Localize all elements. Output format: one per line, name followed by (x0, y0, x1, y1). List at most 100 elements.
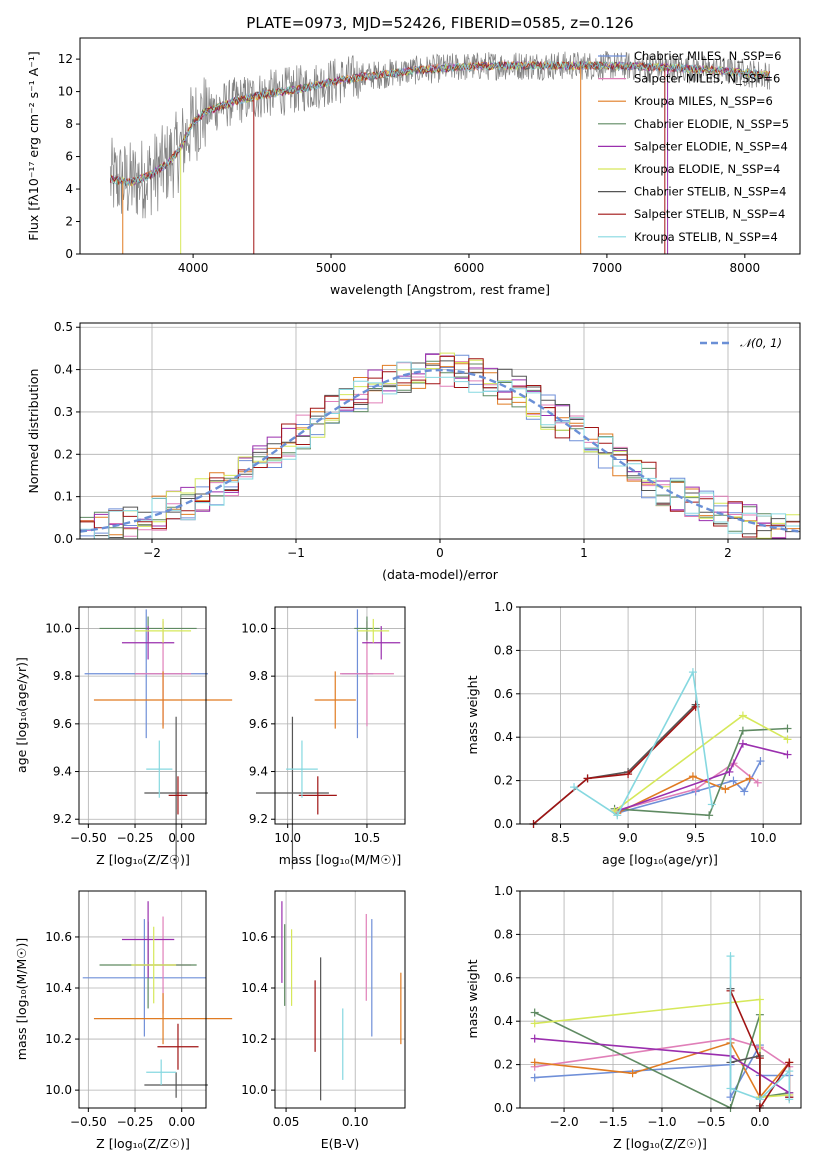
errorbar-cross (157, 1023, 199, 1070)
spectrum-title: PLATE=0973, MJD=52426, FIBERID=0585, z=0… (246, 14, 633, 32)
age-vs-z-panel: −0.50 −0.25 0.00 9.2 9.4 9.6 9.8 10.0 Z [log₁₀(… (14, 606, 233, 870)
y-tick-label: 9.4 (249, 765, 268, 779)
mass-vs-ebv-panel: 0.05 0.10 10.0 10.2 10.4 10.6 E(B-V) (241, 890, 406, 1151)
y-tick-label: 0.1 (54, 490, 73, 504)
y-tick-label: 10.0 (45, 1083, 72, 1097)
x-tick-label: 9.0 (619, 831, 638, 845)
age-vs-mass-frame (274, 606, 406, 825)
y-tick-label: 12 (58, 52, 73, 66)
mass-vs-ebv-x-label: E(B-V) (321, 1136, 360, 1151)
x-tick-label: 2 (724, 546, 732, 560)
errorbar-cross (168, 776, 188, 815)
series-point-marker (628, 1069, 637, 1078)
y-tick-label: 0.3 (54, 405, 73, 419)
series-point-marker (705, 811, 714, 820)
y-tick-label: 9.2 (249, 812, 268, 826)
mass-vs-z-x-label: Z [log₁₀(Z/Z☉)] (96, 1136, 190, 1151)
y-tick-label: 10.6 (241, 930, 268, 944)
series-point-marker (729, 776, 738, 785)
y-tick-label: 9.6 (53, 717, 72, 731)
age-vs-z-x-label: Z [log₁₀(Z/Z☉)] (96, 852, 190, 867)
series-point-marker (783, 750, 792, 759)
mass-vs-ebv-frame (274, 890, 406, 1109)
x-tick-label: 0.00 (168, 831, 195, 845)
residual-y-label: Normed distribution (26, 369, 41, 494)
mass-vs-z-frame (78, 890, 207, 1109)
y-tick-label: 0.5 (54, 320, 73, 334)
x-tick-label: −1.5 (598, 1115, 627, 1129)
series-point-marker (756, 757, 765, 766)
y-tick-label: 0.4 (494, 1014, 513, 1028)
errorbar-cross (144, 1072, 208, 1098)
normal-legend-label: 𝒩(0, 1) (740, 336, 782, 350)
residual-histogram-series (80, 361, 800, 540)
series-point-marker (530, 1034, 539, 1043)
errorbar-cross (135, 618, 192, 643)
legend-label: Salpeter STELIB, N_SSP=4 (634, 207, 785, 221)
x-tick-label: −2.0 (549, 1115, 578, 1129)
legend-label: Chabrier STELIB, N_SSP=4 (634, 185, 786, 199)
series-point-marker (785, 1058, 794, 1067)
mass-vs-z-y-label: mass [log₁₀(M/M☉)] (14, 938, 29, 1060)
series-point-marker (530, 1058, 539, 1067)
errorbar-cross (131, 926, 177, 1004)
legend-label: Salpeter ELODIE, N_SSP=4 (634, 139, 788, 153)
mass-vs-z-panel: −0.50 −0.25 0.00 10.0 10.2 10.4 10.6 Z [log₁₀(… (14, 890, 233, 1151)
errorbar-cross (354, 616, 380, 641)
age-vs-z-y-label: age [log₁₀(age/yr)] (14, 657, 29, 773)
spectrum-x-label: wavelength [Angstrom, rest frame] (330, 282, 550, 297)
mass-weight-series-line (532, 706, 697, 825)
y-tick-label: 0.2 (494, 774, 513, 788)
weight-vs-age-y-label: mass weight (465, 675, 480, 754)
legend-label: Salpeter MILES, N_SSP=6 (634, 72, 780, 86)
x-tick-label: 7000 (592, 261, 623, 275)
age-vs-mass-panel: 10.0 10.5 9.2 9.4 9.6 9.8 10.0 mass [log₁₀(M/M… (241, 606, 406, 870)
series-point-marker (530, 1073, 539, 1082)
legend-label: Chabrier MILES, N_SSP=6 (634, 49, 781, 63)
series-point-marker (613, 811, 622, 820)
residual-panel: −2 −1 0 1 2 0.0 0.1 0.2 0.3 0.4 0.5 (data-model)/e… (26, 320, 801, 582)
residual-x-label: (data-model)/error (382, 567, 499, 582)
x-tick-label: 1 (580, 546, 588, 560)
errorbar-cross (146, 740, 173, 798)
series-point-marker (721, 785, 730, 794)
errorbar-cross (314, 671, 356, 729)
y-tick-label: 0.2 (494, 1058, 513, 1072)
series-point-marker (753, 778, 762, 787)
y-tick-label: 1.0 (494, 884, 513, 898)
x-tick-label: 8.5 (551, 831, 570, 845)
weight-vs-z-x-label: Z [log₁₀(Z/Z☉)] (613, 1136, 707, 1151)
y-tick-label: 10.4 (241, 981, 268, 995)
y-tick-label: 0.0 (494, 817, 513, 831)
y-tick-label: 0.0 (494, 1101, 513, 1115)
x-tick-label: −2 (143, 546, 161, 560)
y-tick-label: 2 (65, 215, 73, 229)
series-point-marker (755, 1054, 764, 1063)
x-tick-label: 10.0 (274, 831, 301, 845)
series-point-marker (707, 800, 716, 809)
x-tick-label: 6000 (454, 261, 485, 275)
weight-vs-z-y-label: mass weight (465, 959, 480, 1038)
x-tick-label: −1.0 (647, 1115, 676, 1129)
y-tick-label: 10.0 (241, 621, 268, 635)
series-point-marker (738, 726, 747, 735)
x-tick-label: 5000 (316, 261, 347, 275)
y-tick-label: 0.2 (54, 447, 73, 461)
series-point-marker (785, 1067, 794, 1076)
y-tick-label: 10.0 (241, 1083, 268, 1097)
normal-curve-line (79, 368, 801, 533)
x-tick-label: −1 (287, 546, 305, 560)
y-tick-label: 1.0 (494, 600, 513, 614)
y-tick-label: 9.8 (249, 669, 268, 683)
y-tick-label: 0 (65, 247, 73, 261)
x-tick-label: 0.0 (750, 1115, 769, 1129)
y-tick-label: 6 (65, 150, 73, 164)
series-point-marker (726, 1084, 735, 1093)
errorbar-cross (144, 716, 208, 870)
y-tick-label: 0.4 (494, 730, 513, 744)
legend-label: Kroupa STELIB, N_SSP=4 (634, 230, 778, 244)
series-point-marker (688, 668, 697, 677)
x-tick-label: 8000 (730, 261, 761, 275)
weight-vs-age-panel: 8.5 9.0 9.5 10.0 0.0 0.2 0.4 0.6 0.8 1.0 age [log… (465, 600, 802, 867)
